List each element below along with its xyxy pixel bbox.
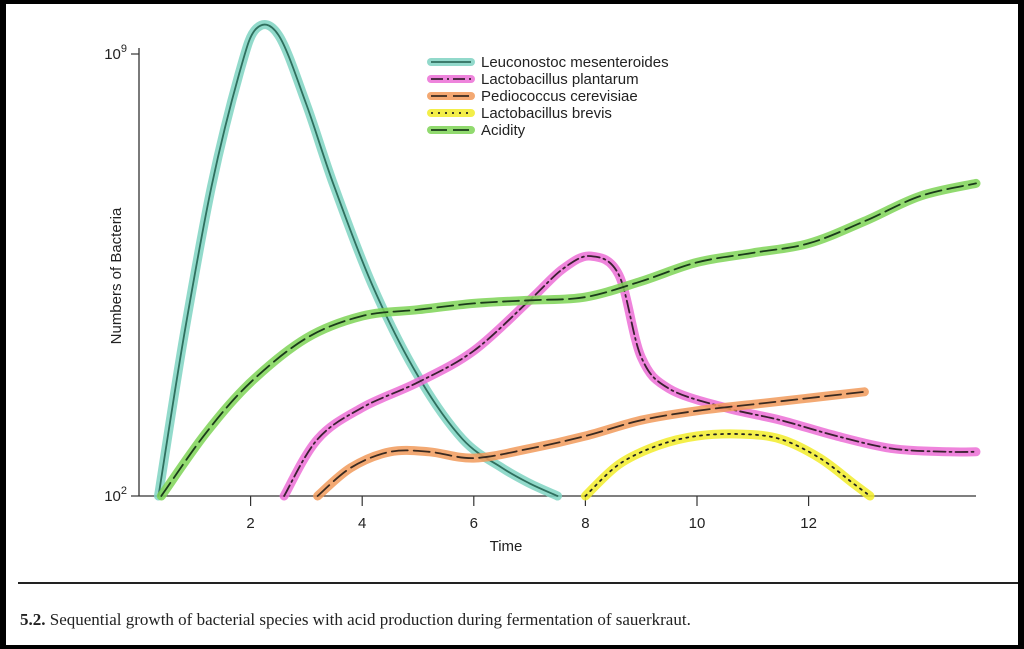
legend-label: Acidity [481, 122, 526, 139]
legend-item: Lactobacillus plantarum [427, 71, 639, 88]
x-tick-label: 10 [689, 515, 706, 532]
legend-label: Leuconostoc mesenteroides [481, 54, 669, 71]
series-pediococcus-cerevisiae [313, 387, 869, 501]
series-lactobacillus-brevis [580, 429, 875, 501]
legend-label: Lactobacillus brevis [481, 105, 612, 122]
x-tick-label: 6 [470, 515, 478, 532]
series-highlight-lactobacillus-brevis [580, 429, 875, 501]
series-highlight-acidity [156, 178, 981, 501]
series-acidity [156, 178, 981, 501]
legend-label: Pediococcus cerevisiae [481, 88, 638, 105]
series-line-lactobacillus-brevis [584, 433, 871, 497]
series-line-lactobacillus-plantarum [283, 255, 977, 497]
series-layer [154, 20, 981, 501]
series-line-pediococcus-cerevisiae [316, 390, 866, 497]
x-tick-label: 12 [800, 515, 817, 532]
legend-label: Lactobacillus plantarum [481, 71, 639, 88]
x-tick-label: 2 [246, 515, 254, 532]
bacteria-growth-chart: 2 4 6 8 10 12 102 109 Time Numbers of Bacteria Le… [104, 20, 981, 555]
legend-item: Acidity [427, 122, 526, 139]
x-axis-title: Time [490, 538, 523, 555]
series-lactobacillus-plantarum [279, 251, 981, 501]
y-tick-label: 102 [104, 485, 127, 505]
figure-number: 5.2. [20, 610, 46, 629]
legend-item: Pediococcus cerevisiae [427, 88, 638, 105]
figure-page: 2 4 6 8 10 12 102 109 Time Numbers of Bacteria Le… [6, 4, 1018, 645]
x-tick-label: 8 [581, 515, 589, 532]
caption-divider [18, 582, 1018, 584]
x-tick-label: 4 [358, 515, 366, 532]
series-line-acidity [160, 182, 977, 497]
caption-text: Sequential growth of bacterial species w… [45, 610, 691, 629]
chart-axes: 2 4 6 8 10 12 102 109 Time Numbers of Bacteria [104, 43, 976, 555]
legend-item: Lactobacillus brevis [427, 105, 612, 122]
figure-caption: 5.2. Sequential growth of bacterial spec… [20, 610, 691, 630]
y-axis-title: Numbers of Bacteria [108, 207, 125, 344]
legend-item: Leuconostoc mesenteroides [427, 54, 669, 71]
y-tick-label: 109 [104, 43, 127, 63]
